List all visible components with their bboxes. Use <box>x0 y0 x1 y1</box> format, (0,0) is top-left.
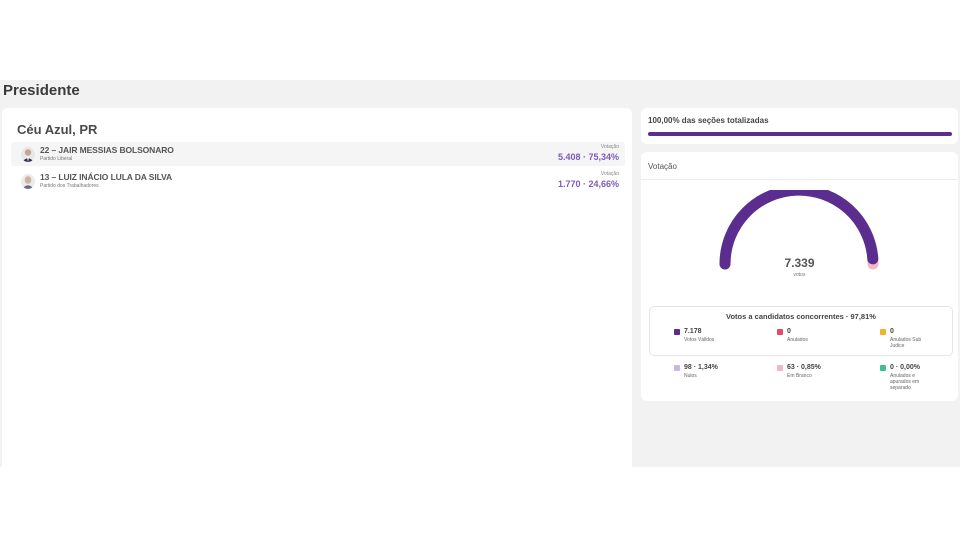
gauge-valid-arc <box>719 190 879 270</box>
legend-label: Nulos <box>684 373 697 379</box>
legend-value: 98 · 1,34% <box>684 364 718 371</box>
legend-value: 0 <box>890 328 894 335</box>
legend-swatch <box>777 365 783 371</box>
concorrentes-title: Votos a candidatos concorrentes · 97,81% <box>726 312 876 321</box>
legend-swatch <box>674 329 680 335</box>
legend-value: 63 · 0,85% <box>787 364 821 371</box>
legend-label: Anulados Sub Judice <box>890 337 922 349</box>
total-votes: 7.339 <box>784 256 815 270</box>
candidate-row[interactable]: 22 – JAIR MESSIAS BOLSONARO Partido Libe… <box>11 142 625 166</box>
divider <box>641 179 958 180</box>
votacao-card: Votação 7.339 votos Votos a candidatos c… <box>641 152 958 401</box>
legend-label: Em Branco <box>787 373 812 379</box>
page-title: Presidente <box>3 82 80 99</box>
sections-progress-card: 100,00% das seções totalizadas <box>641 108 958 144</box>
legend-value: 7.178 <box>684 328 702 335</box>
candidate-photo <box>21 174 35 189</box>
sections-progress-label: 100,00% das seções totalizadas <box>648 116 769 125</box>
results-frame: Presidente Céu Azul, PR 22 – JAIR MESSIA… <box>0 80 960 467</box>
legend-label: Anulados e apurados em separado <box>890 373 920 391</box>
votacao-title: Votação <box>648 162 677 171</box>
candidate-party: Partido dos Trabalhadores <box>40 183 99 189</box>
sections-progress-bar <box>648 132 952 136</box>
concorrentes-box: Votos a candidatos concorrentes · 97,81% <box>649 306 953 356</box>
candidate-name: 22 – JAIR MESSIAS BOLSONARO <box>40 145 174 155</box>
vote-label: Votação <box>600 144 619 150</box>
total-votes-label: votos <box>793 272 806 278</box>
candidate-votes: 5.408 · 75,34% <box>557 152 619 162</box>
candidate-photo <box>21 147 35 162</box>
legend-swatch <box>880 365 886 371</box>
legend-swatch <box>880 329 886 335</box>
candidates-card: Céu Azul, PR 22 – JAIR MESSIAS BOLSONARO… <box>2 108 632 467</box>
candidate-party: Partido Liberal <box>40 156 73 162</box>
legend-label: Votos Válidos <box>684 337 715 343</box>
legend-swatch <box>674 365 680 371</box>
legend-value: 0 · 0,00% <box>890 364 920 371</box>
legend-value: 0 <box>787 328 791 335</box>
votes-gauge <box>719 190 879 270</box>
location-title: Céu Azul, PR <box>17 122 98 137</box>
sections-progress-fill <box>648 132 952 136</box>
vote-label: Votação <box>600 171 619 177</box>
candidate-votes: 1.770 · 24,66% <box>557 179 619 189</box>
legend-swatch <box>777 329 783 335</box>
candidate-row[interactable]: 13 – LUIZ INÁCIO LULA DA SILVA Partido d… <box>11 169 625 193</box>
candidate-name: 13 – LUIZ INÁCIO LULA DA SILVA <box>40 172 173 182</box>
legend-label: Anulados <box>787 337 808 343</box>
gauge-track <box>719 190 879 270</box>
